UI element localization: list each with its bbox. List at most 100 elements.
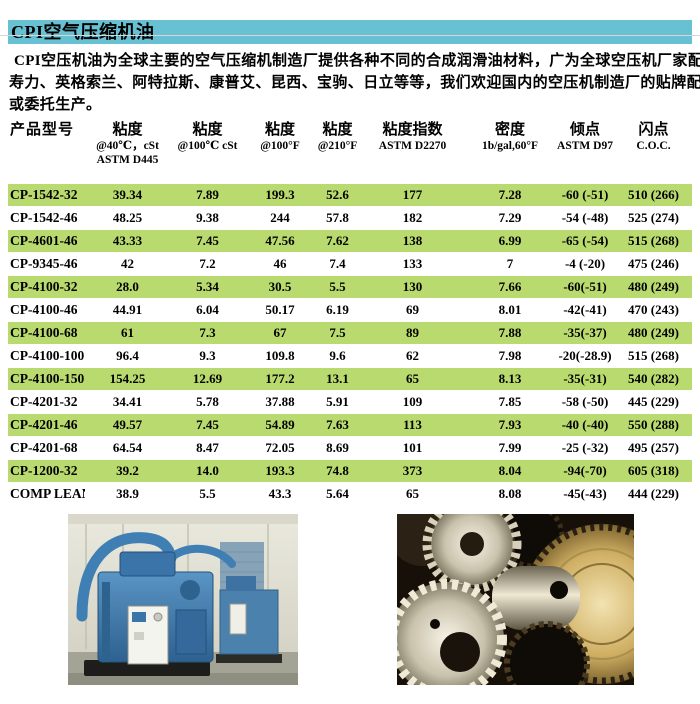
cell-vi: 177	[360, 183, 465, 207]
table-body: CP-1542-32 39.34 7.89 199.3 52.6 177 7.28 -60 (…	[8, 183, 692, 506]
intro-line: CPI空压机油为全球主要的空气压缩机制造厂提供各种不同的合成润滑油材料，广为全球…	[14, 53, 700, 69]
cell-product: CP-4100-100	[10, 348, 85, 363]
col-header-flash: 闪点 C.O.C.	[615, 122, 692, 184]
cell-v210f: 7.5	[315, 321, 360, 345]
cell-product: CP-4201-32	[10, 394, 78, 409]
photo-strip	[0, 514, 700, 685]
cell-vi: 101	[402, 440, 423, 455]
cell-flash: 480 (249)	[615, 321, 692, 345]
cell-v210f: 8.69	[326, 440, 349, 455]
cell-v100c: 5.34	[170, 275, 245, 299]
cell-vi: 65	[406, 486, 419, 501]
col-header-density: 密度 1b/gal,60°F	[465, 122, 555, 184]
cell-v100c: 7.89	[170, 183, 245, 207]
cell-density: 8.08	[498, 486, 522, 501]
cell-flash: 605 (318)	[615, 459, 692, 483]
cell-density: 7.66	[465, 275, 555, 299]
cell-flash: 515 (268)	[615, 229, 692, 253]
cell-v210f: 57.8	[326, 210, 349, 225]
cell-pour: -4 (-20)	[564, 256, 606, 271]
table-row: CP-1542-32 39.34 7.89 199.3 52.6 177 7.28 -60 (…	[8, 183, 692, 207]
cell-flash: 495 (257)	[628, 440, 679, 455]
cell-v100c: 6.04	[196, 302, 219, 317]
cell-v100c: 9.3	[199, 348, 216, 363]
cell-density: 7	[506, 256, 514, 271]
col-header-sub: @100°F	[260, 140, 300, 152]
cell-v100c: 8.47	[196, 440, 219, 455]
compressor-photo	[68, 514, 298, 685]
cell-v100f: 37.88	[265, 394, 295, 409]
cell-vi: 65	[360, 367, 465, 391]
cell-v100f: 109.8	[265, 348, 295, 363]
cell-pour: -58 (-50)	[561, 394, 609, 409]
col-header-sub: C.O.C.	[636, 140, 671, 152]
cell-product: CP-1542-46	[10, 210, 78, 225]
table-head: 产品型号 粘度 @40℃，cSt ASTM D445 粘度 @100℃ cSt 粘度 @100…	[8, 122, 692, 184]
col-header-sub: ASTM D445	[96, 154, 159, 166]
table-row: CP-4201-68 64.54 8.47 72.05 8.69 101 7.99 -25 (…	[8, 437, 692, 460]
cell-product: CP-4100-68	[8, 321, 85, 345]
col-header-main: 粘度	[322, 122, 353, 138]
cell-flash: 470 (243)	[628, 302, 679, 317]
gears-photo	[397, 514, 634, 685]
cell-pour: -60 (-51)	[555, 183, 615, 207]
cell-v210f: 13.1	[315, 367, 360, 391]
cell-v40: 64.54	[112, 440, 143, 455]
col-header-main: 粘度	[192, 122, 223, 138]
col-header-sub: ASTM D97	[557, 140, 613, 152]
col-header-v100f: 粘度 @100°F	[245, 122, 315, 184]
cell-product: CP-4100-150	[8, 367, 85, 391]
cell-pour: -54 (-48)	[561, 210, 609, 225]
col-header-sub: @40℃，cSt	[96, 140, 159, 152]
page-title-bar: CPI空气压缩机油	[8, 20, 692, 44]
page-title: CPI空气压缩机油	[11, 22, 155, 42]
cell-v40: 48.25	[112, 210, 143, 225]
cell-pour: -45(-43)	[563, 486, 607, 501]
intro-line: 或委托生产。	[9, 97, 102, 113]
cell-v100f: 193.3	[245, 459, 315, 483]
cell-flash: 444 (229)	[628, 486, 679, 501]
cell-flash: 515 (268)	[628, 348, 679, 363]
cell-pour: -40 (-40)	[555, 413, 615, 437]
cell-v100c: 7.3	[170, 321, 245, 345]
table-row: CP-1542-46 48.25 9.38 244 57.8 182 7.29 -54 (-4…	[8, 207, 692, 230]
product-spec-table: 产品型号 粘度 @40℃，cSt ASTM D445 粘度 @100℃ cSt 粘度 @100…	[8, 122, 692, 505]
cell-density: 6.99	[465, 229, 555, 253]
cell-product: CP-4100-46	[10, 302, 78, 317]
cell-flash: 525 (274)	[628, 210, 679, 225]
cell-density: 7.29	[498, 210, 522, 225]
cell-density: 7.99	[498, 440, 522, 455]
cell-flash: 510 (266)	[615, 183, 692, 207]
cell-v40: 61	[85, 321, 170, 345]
cell-product: CP-9345-46	[10, 256, 78, 271]
cell-v100f: 30.5	[245, 275, 315, 299]
table-row: CP-4201-46 49.57 7.45 54.89 7.63 113 7.93 -40 (…	[8, 413, 692, 437]
cell-vi: 113	[360, 413, 465, 437]
cell-product: CP-1542-32	[8, 183, 85, 207]
cell-v100c: 5.5	[199, 486, 216, 501]
cell-product: CP-4201-68	[10, 440, 78, 455]
cell-v40: 42	[121, 256, 134, 271]
cell-v100c: 7.45	[170, 229, 245, 253]
cell-v100c: 5.78	[196, 394, 219, 409]
cell-v100f: 199.3	[245, 183, 315, 207]
cell-v40: 96.4	[116, 348, 139, 363]
cell-v100f: 54.89	[245, 413, 315, 437]
cell-density: 7.88	[465, 321, 555, 345]
col-header-v100c: 粘度 @100℃ cSt	[170, 122, 245, 184]
intro-line: 寿力、英格索兰、阿特拉斯、康普艾、昆西、宝驹、日立等等，我们欢迎国内的空压机制造…	[9, 75, 700, 91]
cell-v100f: 67	[245, 321, 315, 345]
cell-v210f: 74.8	[315, 459, 360, 483]
cell-product: CP-4601-46	[8, 229, 85, 253]
col-header-sub: 1b/gal,60°F	[481, 140, 539, 152]
cell-flash: 445 (229)	[628, 394, 679, 409]
cell-v40: 49.57	[85, 413, 170, 437]
cell-v100f: 50.17	[265, 302, 295, 317]
cell-density: 8.04	[465, 459, 555, 483]
cell-vi: 133	[402, 256, 423, 271]
cell-vi: 89	[360, 321, 465, 345]
col-header-main: 密度	[494, 122, 525, 138]
cell-pour: -35(-31)	[555, 367, 615, 391]
cell-v40: 39.2	[85, 459, 170, 483]
cell-v40: 43.33	[85, 229, 170, 253]
